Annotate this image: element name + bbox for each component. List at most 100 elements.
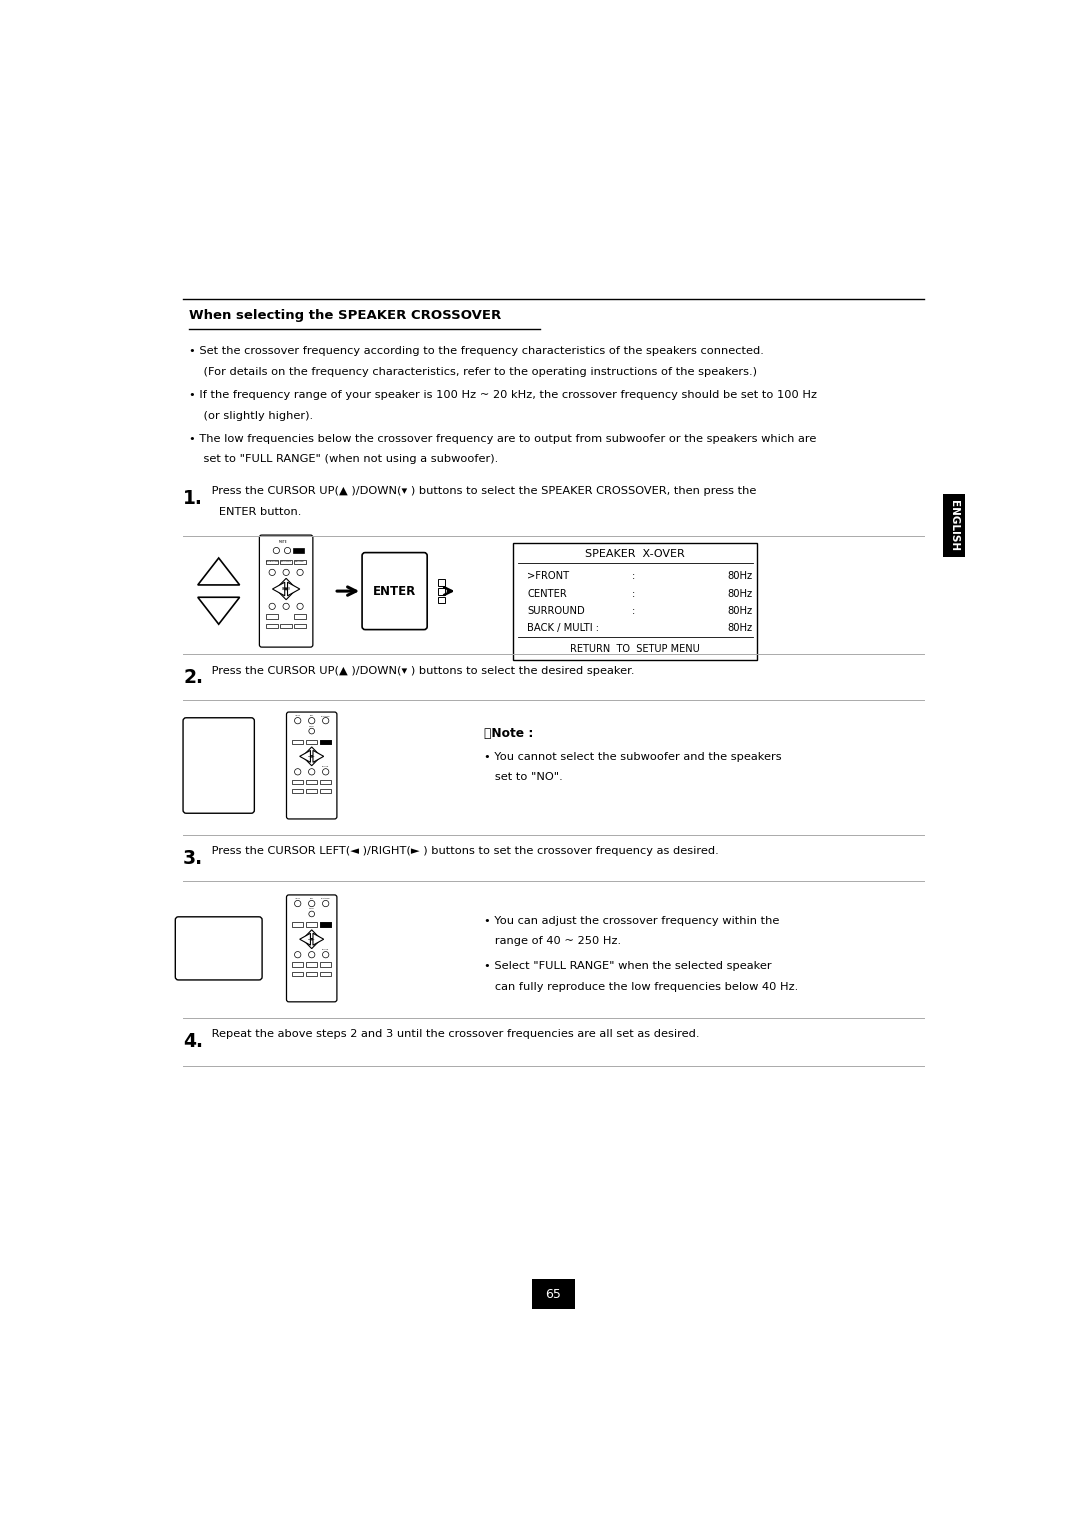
Text: SPEAKER  X-OVER: SPEAKER X-OVER <box>585 549 685 560</box>
Text: :: : <box>632 589 635 599</box>
Polygon shape <box>303 939 321 949</box>
Bar <box>292 923 303 927</box>
Bar <box>267 624 278 628</box>
Polygon shape <box>200 772 238 796</box>
Circle shape <box>323 769 328 775</box>
Text: 3.: 3. <box>183 849 203 868</box>
Bar <box>320 971 332 976</box>
Polygon shape <box>276 590 296 599</box>
Text: • The low frequencies below the crossover frequency are to output from subwoofer: • The low frequencies below the crossove… <box>189 435 816 444</box>
Text: 標Note :: 標Note : <box>484 727 534 740</box>
Text: can fully reproduce the low frequencies below 40 Hz.: can fully reproduce the low frequencies … <box>484 982 798 991</box>
Circle shape <box>297 604 303 610</box>
Text: Press the CURSOR UP(▲ )/DOWN(▾ ) buttons to select the SPEAKER CROSSOVER, then p: Press the CURSOR UP(▲ )/DOWN(▾ ) buttons… <box>207 486 756 496</box>
Circle shape <box>295 718 301 724</box>
Text: BACK / MULTI :: BACK / MULTI : <box>527 624 599 633</box>
Text: (For details on the frequency characteristics, refer to the operating instructio: (For details on the frequency characteri… <box>189 366 757 377</box>
Text: When selecting the SPEAKER CROSSOVER: When selecting the SPEAKER CROSSOVER <box>189 310 501 322</box>
Polygon shape <box>198 598 240 624</box>
Circle shape <box>309 718 315 724</box>
Bar <box>306 779 318 784</box>
Bar <box>438 589 445 595</box>
Bar <box>306 962 318 967</box>
Text: • You can adjust the crossover frequency within the: • You can adjust the crossover frequency… <box>484 917 779 926</box>
Circle shape <box>273 547 280 554</box>
Text: range of 40 ~ 250 Hz.: range of 40 ~ 250 Hz. <box>484 936 621 947</box>
Text: set to "NO".: set to "NO". <box>484 772 563 782</box>
FancyBboxPatch shape <box>286 895 337 1002</box>
Circle shape <box>283 604 289 610</box>
Circle shape <box>295 769 301 775</box>
FancyBboxPatch shape <box>362 552 428 630</box>
Polygon shape <box>303 747 321 756</box>
Polygon shape <box>272 583 285 596</box>
Polygon shape <box>227 932 246 965</box>
Bar <box>267 615 278 619</box>
Text: RETURN  TO  SETUP MENU: RETURN TO SETUP MENU <box>570 644 700 654</box>
Circle shape <box>309 769 315 775</box>
Bar <box>438 580 445 586</box>
Polygon shape <box>303 756 321 766</box>
Text: • Select "FULL RANGE" when the selected speaker: • Select "FULL RANGE" when the selected … <box>484 961 771 971</box>
Text: • If the frequency range of your speaker is 100 Hz ~ 20 kHz, the crossover frequ: • If the frequency range of your speaker… <box>189 390 818 400</box>
Bar <box>294 560 306 564</box>
Polygon shape <box>200 735 238 759</box>
Bar <box>306 923 318 927</box>
Polygon shape <box>303 930 321 938</box>
Text: :: : <box>632 605 635 616</box>
Bar <box>292 779 303 784</box>
Text: • You cannot select the subwoofer and the speakers: • You cannot select the subwoofer and th… <box>484 752 781 761</box>
Bar <box>306 788 318 793</box>
Circle shape <box>295 952 301 958</box>
Bar <box>292 962 303 967</box>
Text: CENTER: CENTER <box>527 589 567 599</box>
Text: >FRONT: >FRONT <box>527 572 569 581</box>
Bar <box>280 624 292 628</box>
Bar <box>438 598 445 604</box>
Text: Press the CURSOR UP(▲ )/DOWN(▾ ) buttons to select the desired speaker.: Press the CURSOR UP(▲ )/DOWN(▾ ) buttons… <box>207 666 634 676</box>
Text: 80Hz: 80Hz <box>728 605 753 616</box>
Text: • Set the crossover frequency according to the frequency characteristics of the : • Set the crossover frequency according … <box>189 346 765 357</box>
Text: ENTER: ENTER <box>282 587 291 592</box>
FancyBboxPatch shape <box>513 543 757 660</box>
Polygon shape <box>313 750 324 762</box>
Circle shape <box>309 910 314 917</box>
Bar <box>320 923 332 927</box>
Bar <box>292 971 303 976</box>
Bar <box>320 779 332 784</box>
Polygon shape <box>276 578 296 589</box>
Bar <box>280 560 292 564</box>
Text: 80Hz: 80Hz <box>728 589 753 599</box>
Bar <box>294 624 306 628</box>
Text: 65: 65 <box>545 1287 562 1301</box>
Bar <box>306 971 318 976</box>
Bar <box>266 560 278 564</box>
FancyBboxPatch shape <box>286 712 337 819</box>
Polygon shape <box>299 933 310 946</box>
Bar <box>320 740 332 744</box>
Bar <box>306 740 318 744</box>
Bar <box>320 788 332 793</box>
FancyBboxPatch shape <box>175 917 262 981</box>
Circle shape <box>295 900 301 907</box>
Text: 4.: 4. <box>183 1031 203 1051</box>
Text: ENTER: ENTER <box>373 584 416 598</box>
Circle shape <box>309 952 315 958</box>
Circle shape <box>323 952 328 958</box>
Text: ENTER button.: ENTER button. <box>207 506 301 517</box>
Circle shape <box>284 547 291 554</box>
Bar <box>293 549 305 554</box>
Text: Press the CURSOR LEFT(◄ )/RIGHT(► ) buttons to set the crossover frequency as de: Press the CURSOR LEFT(◄ )/RIGHT(► ) butt… <box>207 846 718 857</box>
Text: Repeat the above steps 2 and 3 until the crossover frequencies are all set as de: Repeat the above steps 2 and 3 until the… <box>207 1029 700 1039</box>
Polygon shape <box>287 583 300 596</box>
Bar <box>320 962 332 967</box>
Bar <box>292 740 303 744</box>
Bar <box>292 788 303 793</box>
Circle shape <box>297 569 303 575</box>
Bar <box>294 615 306 619</box>
Bar <box>531 1279 576 1308</box>
Text: (or slightly higher).: (or slightly higher). <box>189 410 313 421</box>
Text: set to "FULL RANGE" (when not using a subwoofer).: set to "FULL RANGE" (when not using a su… <box>189 454 499 465</box>
Polygon shape <box>299 750 310 762</box>
FancyBboxPatch shape <box>183 718 255 813</box>
